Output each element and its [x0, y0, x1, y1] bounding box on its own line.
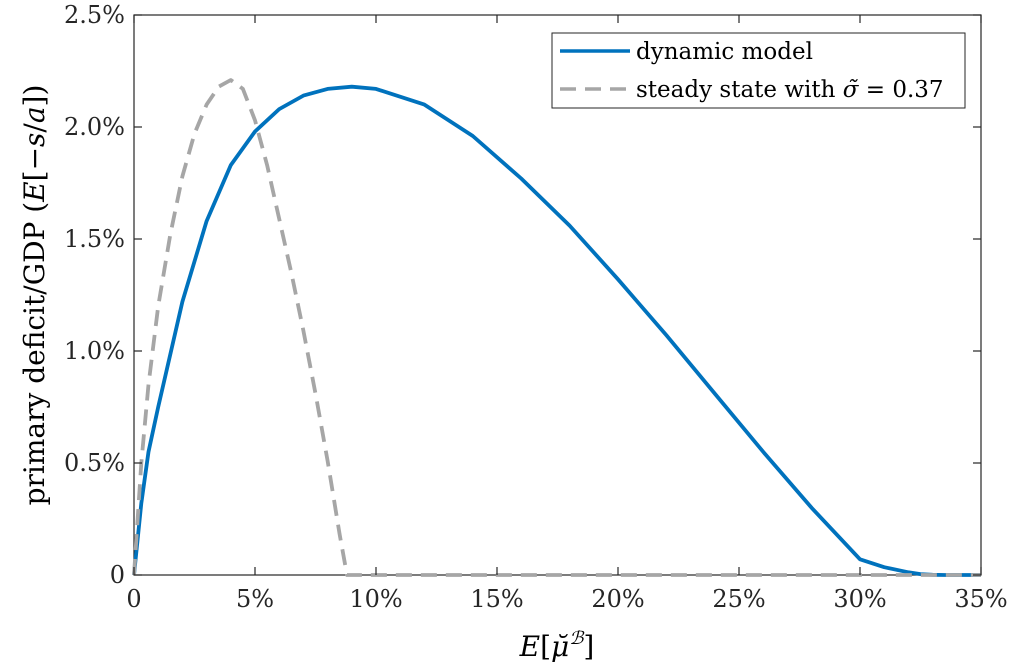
y-tick-label: 2.0% [64, 113, 125, 141]
y-axis-label: primary deficit/GDP (E[−s/a]) [18, 85, 51, 506]
x-tick-label: 10% [349, 585, 402, 613]
y-tick-label: 0 [110, 561, 125, 589]
x-tick-label: 20% [591, 585, 644, 613]
y-tick-label: 2.5% [64, 1, 125, 29]
y-tick-label: 1.0% [64, 337, 125, 365]
x-tick-label: 15% [470, 585, 523, 613]
legend-box [551, 32, 966, 109]
series-line-dynamic-model [132, 84, 981, 577]
x-axis-label: E[μ̆ℬ] [519, 628, 595, 663]
y-tick-label: 1.5% [64, 225, 125, 253]
tick-layer: 0 5% 10% 15% 20% 25% 30% 35% 0 0.5% 1.0% 1.5% 2.0% 2.… [64, 1, 1008, 613]
series-line-steady-state [132, 78, 981, 577]
y-tick-label: 0.5% [64, 449, 125, 477]
x-tick-label: 0 [126, 585, 141, 613]
x-tick-label: 25% [712, 585, 765, 613]
x-tick-label: 5% [236, 585, 274, 613]
x-tick-label: 35% [954, 585, 1007, 613]
legend-label-dynamic-model: dynamic model [636, 39, 813, 65]
legend-label-steady-state: steady state with σ̃ = 0.37 [636, 77, 944, 103]
legend: dynamic model steady state with σ̃ = 0.3… [551, 32, 966, 109]
series-layer [132, 78, 981, 577]
x-tick-label: 30% [833, 585, 886, 613]
